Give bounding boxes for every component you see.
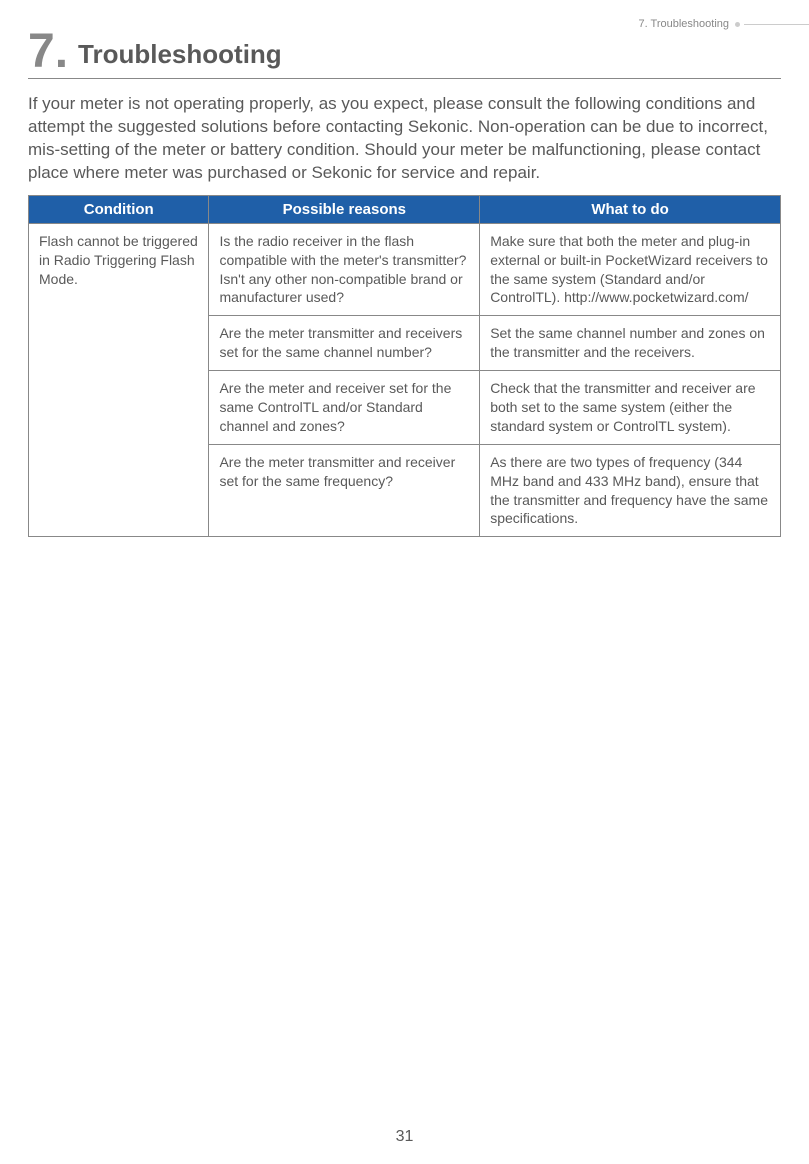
intro-paragraph: If your meter is not operating properly,… bbox=[28, 93, 781, 185]
reason-cell: Are the meter and receiver set for the s… bbox=[209, 371, 480, 445]
table-header-reasons: Possible reasons bbox=[209, 195, 480, 223]
breadcrumb-text: 7. Troubleshooting bbox=[638, 18, 729, 30]
chapter-heading: 7. Troubleshooting bbox=[28, 28, 781, 79]
chapter-number: 7. bbox=[28, 28, 68, 76]
reason-cell: Is the radio receiver in the flash compa… bbox=[209, 223, 480, 316]
page-number: 31 bbox=[396, 1128, 414, 1146]
action-cell: As there are two types of frequency (344… bbox=[480, 444, 781, 537]
table-header-row: Condition Possible reasons What to do bbox=[29, 195, 781, 223]
table-header-action: What to do bbox=[480, 195, 781, 223]
table-header-condition: Condition bbox=[29, 195, 209, 223]
page-header-breadcrumb: 7. Troubleshooting bbox=[638, 18, 809, 30]
breadcrumb-line bbox=[744, 24, 809, 25]
action-cell: Check that the transmitter and receiver … bbox=[480, 371, 781, 445]
action-cell: Set the same channel number and zones on… bbox=[480, 316, 781, 371]
action-cell: Make sure that both the meter and plug-i… bbox=[480, 223, 781, 316]
reason-cell: Are the meter transmitter and receiver s… bbox=[209, 444, 480, 537]
troubleshooting-table: Condition Possible reasons What to do Fl… bbox=[28, 195, 781, 538]
reason-cell: Are the meter transmitter and receivers … bbox=[209, 316, 480, 371]
breadcrumb-dot-icon bbox=[735, 22, 740, 27]
chapter-title: Troubleshooting bbox=[78, 39, 282, 70]
condition-cell: Flash cannot be triggered in Radio Trigg… bbox=[29, 223, 209, 537]
table-row: Flash cannot be triggered in Radio Trigg… bbox=[29, 223, 781, 316]
